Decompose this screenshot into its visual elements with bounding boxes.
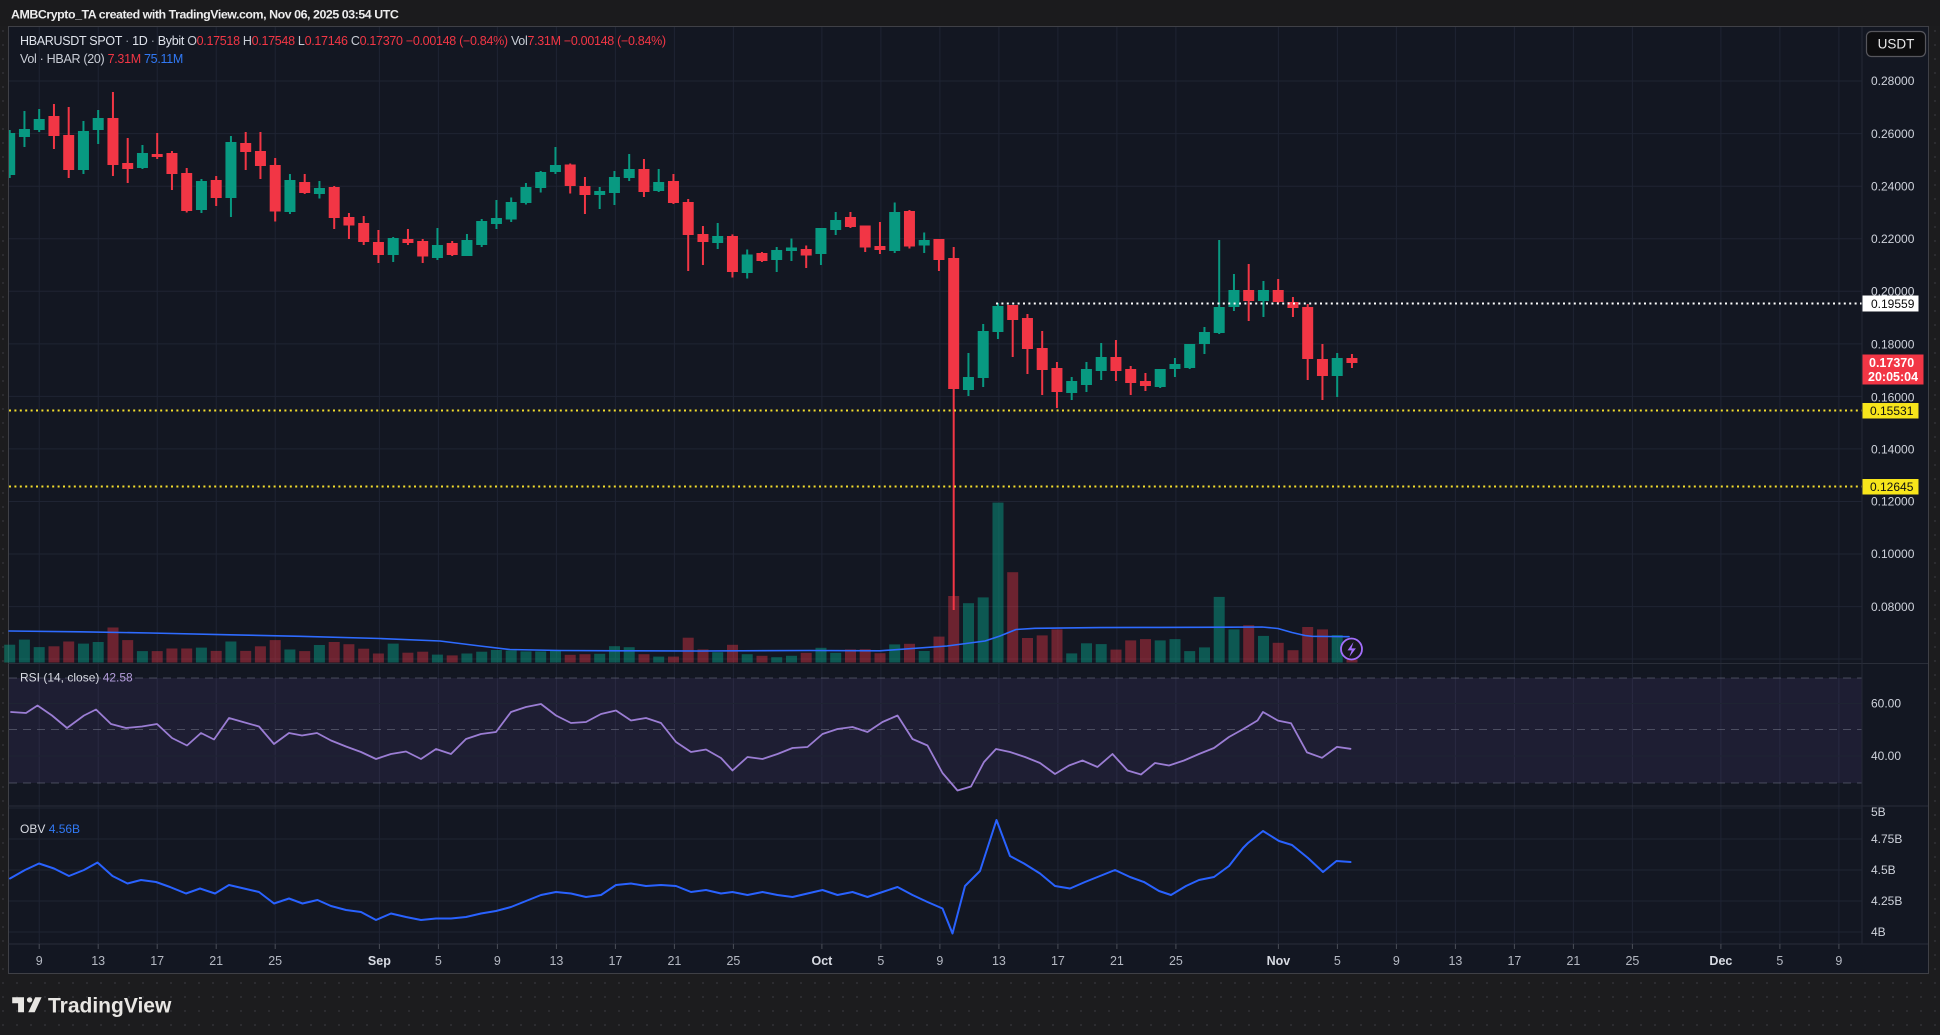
svg-text:5: 5 <box>435 954 442 968</box>
svg-text:25: 25 <box>726 954 740 968</box>
svg-text:OBV 4.56B: OBV 4.56B <box>20 822 80 836</box>
svg-text:21: 21 <box>667 954 681 968</box>
svg-text:13: 13 <box>1448 954 1462 968</box>
svg-text:5: 5 <box>1776 954 1783 968</box>
svg-text:9: 9 <box>36 954 43 968</box>
svg-text:0.12000: 0.12000 <box>1871 495 1915 509</box>
svg-text:0.20000: 0.20000 <box>1871 285 1915 299</box>
svg-text:0.12645: 0.12645 <box>1870 480 1914 494</box>
svg-text:5: 5 <box>1334 954 1341 968</box>
svg-text:0.28000: 0.28000 <box>1871 74 1915 88</box>
svg-text:0.22000: 0.22000 <box>1871 232 1915 246</box>
svg-text:60.00: 60.00 <box>1871 697 1901 711</box>
svg-text:4.75B: 4.75B <box>1871 832 1902 846</box>
svg-text:13: 13 <box>91 954 105 968</box>
svg-text:0.10000: 0.10000 <box>1871 547 1915 561</box>
svg-text:25: 25 <box>268 954 282 968</box>
svg-text:25: 25 <box>1169 954 1183 968</box>
svg-text:HBARUSDT SPOT · 1D · Bybit O0: HBARUSDT SPOT · 1D · Bybit O0.17518 H0.1… <box>20 34 666 48</box>
svg-text:RSI (14, close) 42.58: RSI (14, close) 42.58 <box>20 671 133 685</box>
svg-text:13: 13 <box>992 954 1006 968</box>
svg-text:4.5B: 4.5B <box>1871 863 1896 877</box>
svg-text:0.18000: 0.18000 <box>1871 338 1915 352</box>
svg-text:0.16000: 0.16000 <box>1871 391 1915 405</box>
svg-text:Vol · HBAR (20) 7.31M 75.11M: Vol · HBAR (20) 7.31M 75.11M <box>20 52 183 66</box>
svg-text:5: 5 <box>877 954 884 968</box>
svg-text:17: 17 <box>1507 954 1521 968</box>
svg-text:Dec: Dec <box>1709 954 1732 968</box>
svg-text:17: 17 <box>608 954 622 968</box>
svg-text:25: 25 <box>1625 954 1639 968</box>
svg-text:21: 21 <box>1110 954 1124 968</box>
svg-text:21: 21 <box>209 954 223 968</box>
svg-text:4.25B: 4.25B <box>1871 894 1902 908</box>
svg-text:Sep: Sep <box>368 954 391 968</box>
svg-text:20:05:04: 20:05:04 <box>1868 370 1918 384</box>
svg-text:0.08000: 0.08000 <box>1871 600 1915 614</box>
svg-text:USDT: USDT <box>1878 37 1915 52</box>
svg-text:0.15531: 0.15531 <box>1870 404 1914 418</box>
svg-text:0.26000: 0.26000 <box>1871 127 1915 141</box>
svg-text:Oct: Oct <box>811 954 833 968</box>
svg-text:TradingView: TradingView <box>48 995 172 1018</box>
svg-text:5B: 5B <box>1871 805 1886 819</box>
svg-text:Nov: Nov <box>1267 954 1291 968</box>
svg-text:40.00: 40.00 <box>1871 749 1901 763</box>
svg-text:9: 9 <box>1835 954 1842 968</box>
svg-text:13: 13 <box>549 954 563 968</box>
svg-text:9: 9 <box>1393 954 1400 968</box>
svg-text:0.19559: 0.19559 <box>1871 297 1915 311</box>
svg-text:17: 17 <box>150 954 164 968</box>
svg-text:0.24000: 0.24000 <box>1871 179 1915 193</box>
svg-text:4B: 4B <box>1871 925 1886 939</box>
svg-text:21: 21 <box>1566 954 1580 968</box>
svg-text:0.17370: 0.17370 <box>1869 356 1914 370</box>
svg-text:9: 9 <box>494 954 501 968</box>
svg-text:AMBCrypto_TA created with Trad: AMBCrypto_TA created with TradingView.co… <box>11 8 399 22</box>
svg-text:9: 9 <box>936 954 943 968</box>
svg-text:17: 17 <box>1051 954 1065 968</box>
svg-text:0.14000: 0.14000 <box>1871 443 1915 457</box>
